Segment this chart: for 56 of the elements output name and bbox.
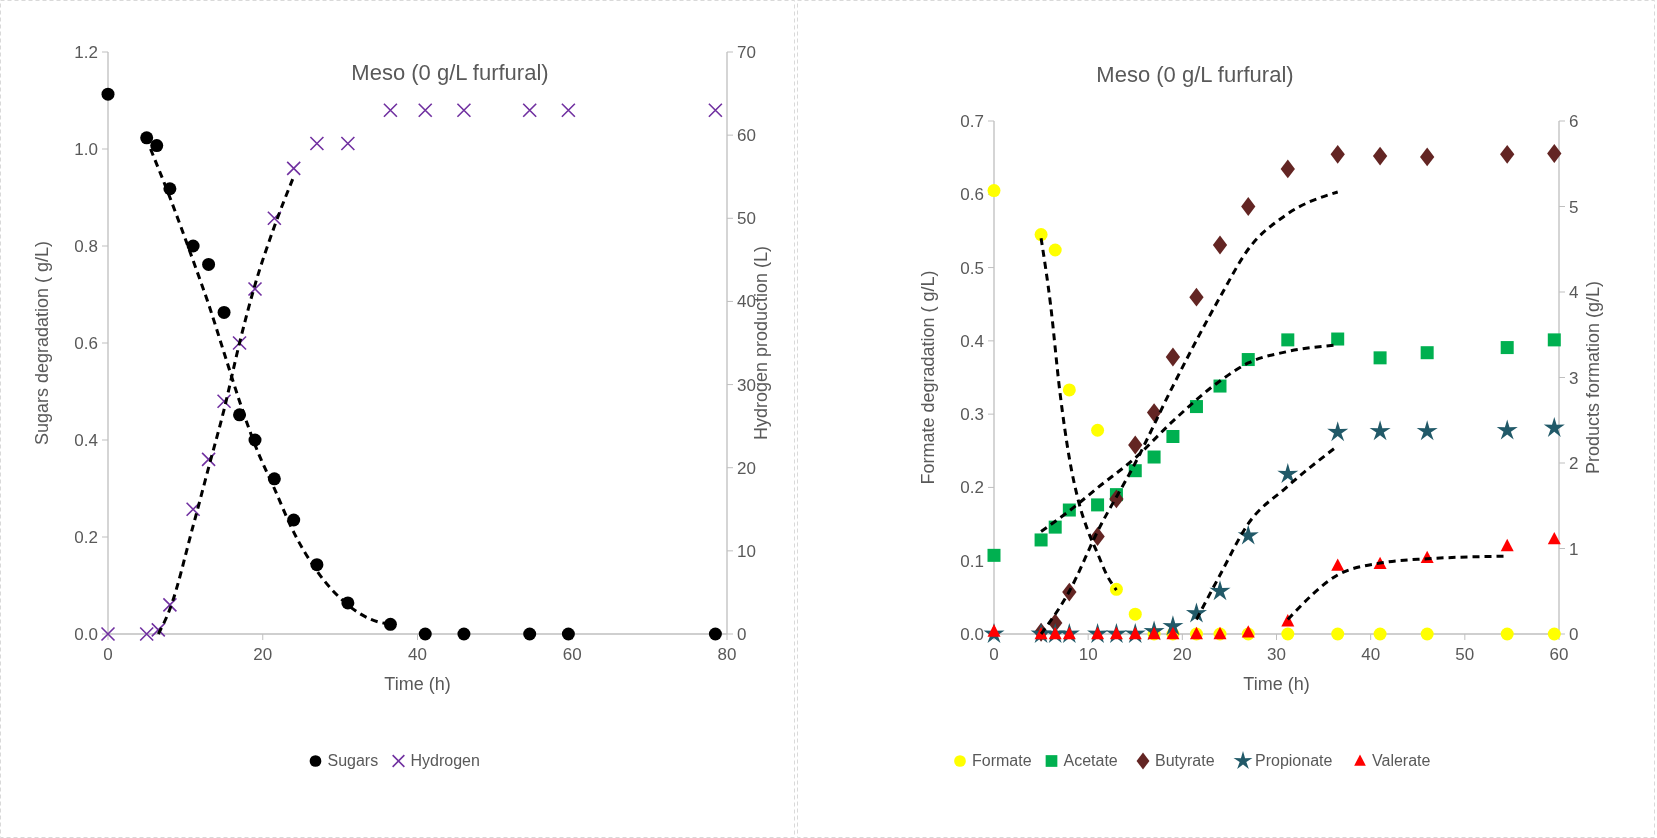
y-tick-label: 0.6 xyxy=(74,334,98,353)
x-tick-label: 50 xyxy=(1455,645,1475,664)
y-axis-title: Formate degradation ( g/L) xyxy=(918,270,938,485)
y2-tick-label: 50 xyxy=(737,209,756,229)
x-tick-label: 60 xyxy=(1549,645,1569,664)
x-axis-title: Time (h) xyxy=(1243,674,1310,694)
y2-tick-label: 70 xyxy=(737,43,756,62)
y-tick-label: 1.0 xyxy=(74,140,98,159)
y2-tick-label: 1 xyxy=(1569,539,1579,559)
y-tick-label: 0.8 xyxy=(74,237,98,256)
y-tick-label: 0.3 xyxy=(960,405,984,425)
x-tick-label: 20 xyxy=(253,645,273,664)
y-tick-label: 0.0 xyxy=(74,625,98,644)
y-tick-label: 0.0 xyxy=(960,625,984,644)
y2-tick-label: 2 xyxy=(1569,454,1579,473)
legend-label: Valerate xyxy=(1372,752,1431,769)
x-tick-label: 60 xyxy=(562,645,582,664)
x-tick-label: 30 xyxy=(1267,645,1286,664)
y2-tick-label: 3 xyxy=(1569,368,1579,388)
y-axis-title: Sugars degradation ( g/L) xyxy=(32,240,52,446)
x-tick-label: 40 xyxy=(1361,645,1381,664)
y-tick-label: 1.2 xyxy=(74,43,98,62)
y-tick-label: 0.5 xyxy=(960,258,984,278)
chart-title: Meso (0 g/L furfural) xyxy=(351,60,549,85)
y2-tick-label: 40 xyxy=(737,292,756,312)
x-tick-label: 80 xyxy=(717,645,737,664)
y2-tick-label: 0 xyxy=(1569,625,1579,644)
legend-label: Hydrogen xyxy=(410,752,480,769)
legend-label: Sugars xyxy=(327,752,379,769)
y-tick-label: 0.6 xyxy=(960,185,984,205)
x-tick-label: 40 xyxy=(408,645,427,664)
x-axis-title: Time (h) xyxy=(384,674,451,694)
y2-tick-label: 20 xyxy=(737,458,756,478)
x-tick-label: 0 xyxy=(989,645,999,664)
y2-tick-label: 60 xyxy=(737,126,756,146)
legend-label: Butyrate xyxy=(1155,752,1215,769)
legend-label: Formate xyxy=(972,752,1032,769)
legend-label: Acetate xyxy=(1063,752,1118,769)
y2-tick-label: 5 xyxy=(1569,197,1579,217)
x-tick-label: 20 xyxy=(1172,645,1192,664)
y-tick-label: 0.1 xyxy=(960,551,984,571)
y-tick-label: 0.7 xyxy=(960,112,984,131)
y2-tick-label: 4 xyxy=(1569,283,1579,302)
y-tick-label: 0.4 xyxy=(74,431,98,450)
legend-label: Propionate xyxy=(1255,752,1333,769)
y2-tick-label: 6 xyxy=(1569,112,1579,131)
y2-tick-label: 30 xyxy=(737,375,756,395)
x-tick-label: 0 xyxy=(103,645,113,664)
y2-axis-title: Products formation (g/L) xyxy=(1583,280,1603,475)
y-tick-label: 0.2 xyxy=(960,478,984,498)
y2-tick-label: 0 xyxy=(737,625,747,644)
y2-tick-label: 10 xyxy=(737,541,756,561)
chart-title: Meso (0 g/L furfural) xyxy=(1096,62,1294,87)
y-tick-label: 0.4 xyxy=(960,331,984,351)
x-tick-label: 10 xyxy=(1078,645,1098,664)
y-tick-label: 0.2 xyxy=(74,528,98,547)
